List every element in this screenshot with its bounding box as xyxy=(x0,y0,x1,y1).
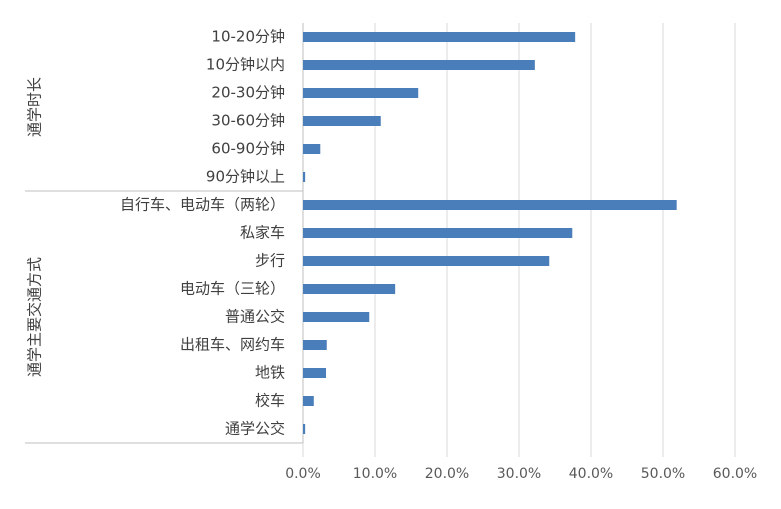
bar xyxy=(303,284,396,294)
x-tick-label: 30.0% xyxy=(497,466,541,482)
bar xyxy=(303,200,677,210)
y-tick-label: 通学公交 xyxy=(225,420,285,438)
x-tick-label: 0.0% xyxy=(285,466,321,482)
x-tick-label: 60.0% xyxy=(713,466,757,482)
y-tick-label: 普通公交 xyxy=(225,308,285,326)
bar xyxy=(303,32,576,42)
y-tick-label: 90分钟以上 xyxy=(206,168,285,186)
bar xyxy=(303,144,321,154)
y-tick-label: 10-20分钟 xyxy=(211,28,285,46)
bar xyxy=(303,60,535,70)
y-tick-label: 自行车、电动车（两轮） xyxy=(120,196,285,214)
x-tick-label: 20.0% xyxy=(425,466,469,482)
y-tick-label: 地铁 xyxy=(255,364,285,382)
y-tick-label: 出租车、网约车 xyxy=(180,336,285,354)
y-tick-label: 10分钟以内 xyxy=(206,56,285,74)
y-tick-label: 20-30分钟 xyxy=(211,84,285,102)
y-tick-label: 60-90分钟 xyxy=(211,140,285,158)
group-label: 通学主要交通方式 xyxy=(26,257,44,377)
bar xyxy=(303,172,306,182)
bar xyxy=(303,88,419,98)
x-tick-label: 40.0% xyxy=(569,466,613,482)
bar xyxy=(303,312,370,322)
bar xyxy=(303,368,327,378)
y-tick-label: 电动车（三轮） xyxy=(180,280,285,298)
x-tick-label: 50.0% xyxy=(641,466,685,482)
y-tick-label: 30-60分钟 xyxy=(211,112,285,130)
bar xyxy=(303,424,306,434)
y-tick-label: 步行 xyxy=(255,252,285,270)
bar xyxy=(303,116,381,126)
bar xyxy=(303,340,327,350)
x-tick-label: 10.0% xyxy=(353,466,397,482)
bar xyxy=(303,228,573,238)
bar xyxy=(303,396,314,406)
group-label: 通学时长 xyxy=(26,77,44,137)
y-tick-label: 私家车 xyxy=(240,224,285,242)
y-tick-label: 校车 xyxy=(255,392,285,410)
bar xyxy=(303,256,550,266)
